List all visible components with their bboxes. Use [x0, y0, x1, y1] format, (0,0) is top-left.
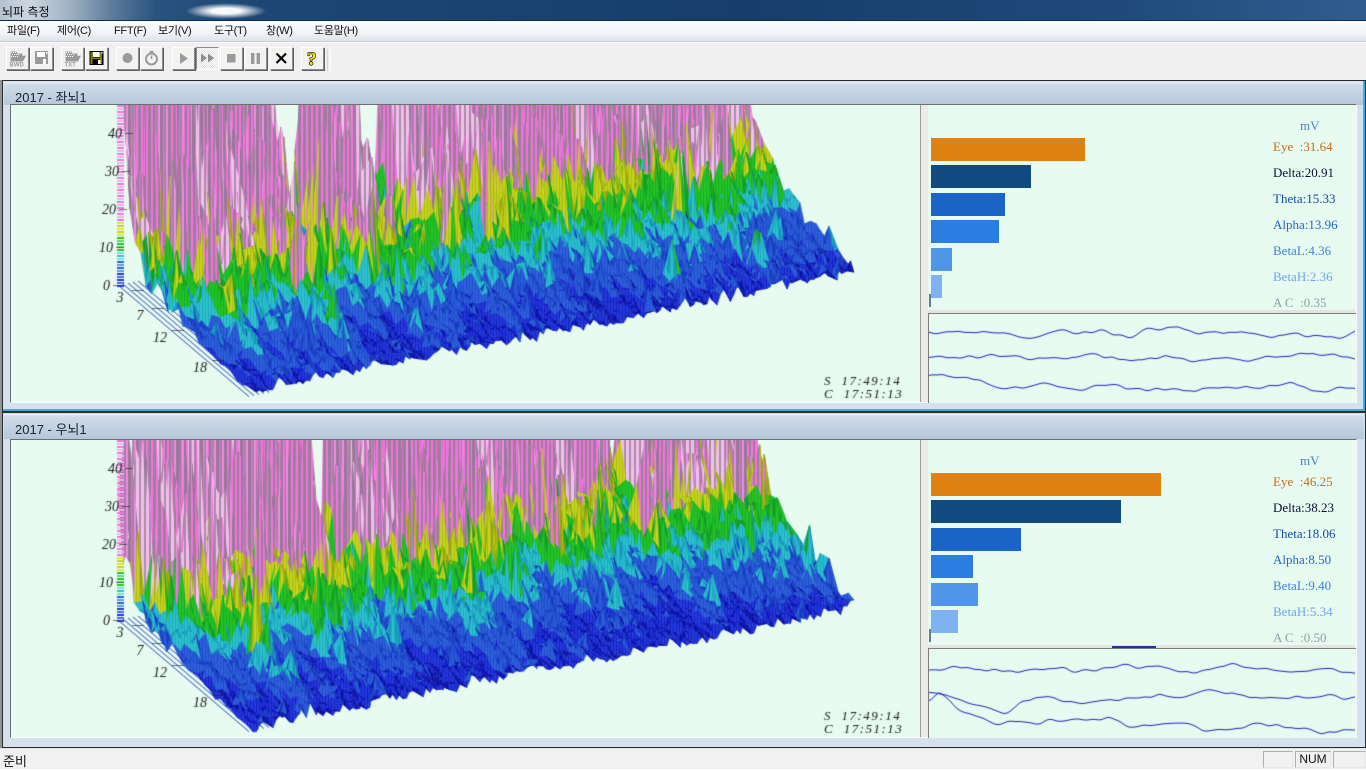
svg-text:?: ? [307, 49, 317, 68]
svg-text:BWD: BWD [10, 63, 25, 69]
svg-text:TXT: TXT [65, 63, 77, 69]
